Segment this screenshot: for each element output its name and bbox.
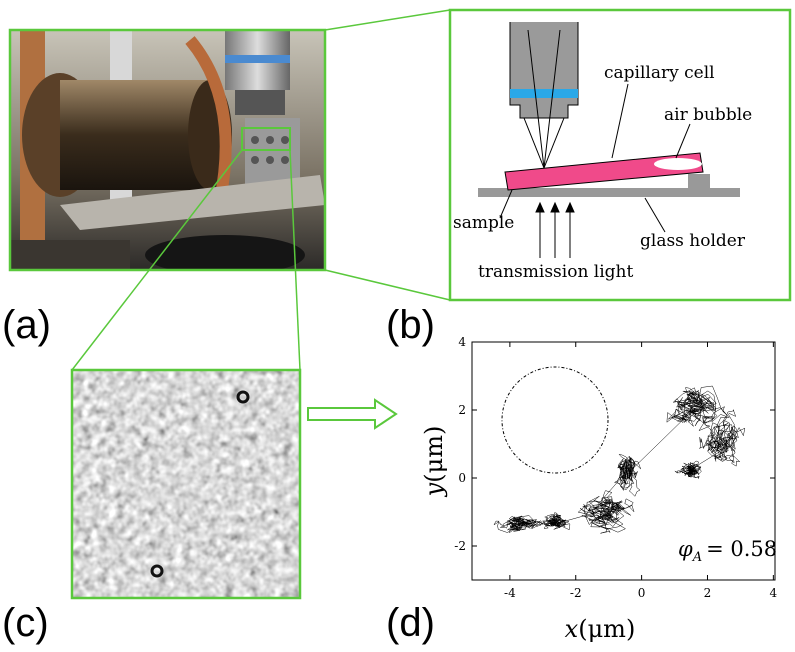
- zoom-box: [241, 127, 291, 151]
- micrograph-frame: [70, 368, 302, 600]
- annotation: φA = 0.58: [678, 537, 777, 565]
- panel-label: (a): [2, 303, 51, 347]
- panel-label: (c): [2, 601, 49, 645]
- schematic: capillary cell air bubble sample glass h…: [453, 22, 752, 282]
- micrograph: [72, 370, 300, 598]
- photo: [10, 30, 325, 270]
- panel-label: (d): [386, 601, 435, 645]
- x-tick-label: 2: [704, 586, 712, 600]
- x-axis-unit: (μm): [578, 615, 635, 643]
- label: capillary cell: [604, 63, 715, 83]
- y-tick-label: 0: [458, 471, 466, 485]
- x-tick-label: -2: [570, 586, 582, 600]
- y-axis-symbol: y: [420, 482, 448, 497]
- y-tick-label: 2: [458, 403, 466, 417]
- annotation-subscript: A: [692, 550, 702, 565]
- x-tick-label: 0: [638, 586, 646, 600]
- label: glass holder: [640, 231, 746, 251]
- annotation-text: = 0.58: [706, 537, 777, 561]
- x-tick-label: -4: [504, 586, 516, 600]
- panel-label: (b): [386, 303, 435, 347]
- x-axis-label: x(μm): [565, 615, 636, 643]
- connectors: [71, 9, 451, 371]
- arrow: [307, 398, 398, 430]
- y-tick-label: -2: [454, 539, 466, 553]
- label: transmission light: [478, 262, 634, 282]
- x-axis-symbol: x: [565, 615, 579, 643]
- photo-frame: [8, 28, 327, 272]
- reference-circle: [501, 366, 609, 474]
- x-tick-label: 4: [770, 586, 778, 600]
- trajectory: [493, 385, 746, 534]
- particle: [236, 390, 250, 404]
- y-tick-label: 4: [458, 335, 466, 349]
- y-axis-label: y(μm): [420, 426, 448, 498]
- schematic-frame: [448, 8, 792, 302]
- plot-frame: [471, 341, 776, 581]
- annotation-symbol: φ: [678, 537, 693, 561]
- particle: [150, 564, 164, 578]
- label: air bubble: [664, 105, 752, 125]
- label: sample: [453, 213, 514, 233]
- y-axis-unit: (μm): [420, 426, 448, 483]
